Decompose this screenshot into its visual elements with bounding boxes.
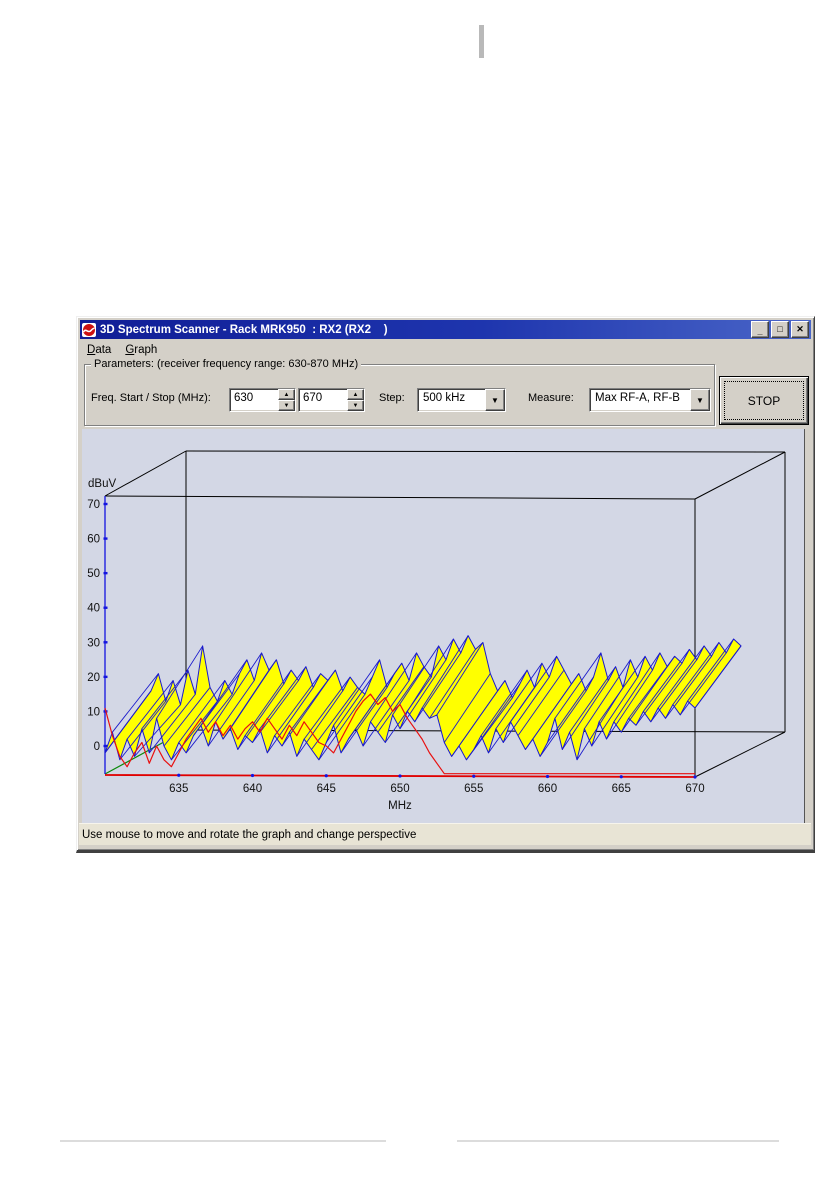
freq-start-input[interactable]: 630 <box>234 392 254 404</box>
svg-text:645: 645 <box>317 783 336 795</box>
svg-text:dBuV: dBuV <box>88 478 116 490</box>
measure-dropdown-arrow-icon[interactable]: ▼ <box>690 389 710 411</box>
live-scan-trace <box>104 693 695 775</box>
measure-value: Max RF-A, RF-B <box>595 392 680 404</box>
step-combobox[interactable]: 500 kHz ▼ <box>417 388 506 412</box>
y-axis: 0 10 20 30 40 50 60 70 dBuV <box>87 478 116 774</box>
svg-text:655: 655 <box>464 783 483 795</box>
app-icon <box>82 322 96 337</box>
parameters-group-label: Parameters: (receiver frequency range: 6… <box>91 358 362 370</box>
freq-stop-spin-up-icon[interactable]: ▲ <box>347 389 364 400</box>
svg-text:60: 60 <box>87 534 100 546</box>
spectrum-3d-chart[interactable]: 635 640 645 650 655 660 665 670 MHz 0 10 20 30 40 50 60… <box>82 429 805 823</box>
svg-text:70: 70 <box>87 499 100 511</box>
stop-button[interactable]: STOP <box>719 376 809 425</box>
svg-text:650: 650 <box>390 783 409 795</box>
svg-text:635: 635 <box>169 783 188 795</box>
status-bar: Use mouse to move and rotate the graph a… <box>79 823 811 845</box>
svg-text:670: 670 <box>685 783 704 795</box>
freq-start-spin-down-icon[interactable]: ▼ <box>278 400 295 411</box>
title-bar[interactable]: 3D Spectrum Scanner - Rack MRK950 : RX2 … <box>80 320 811 339</box>
svg-text:0: 0 <box>94 741 100 753</box>
window-title: 3D Spectrum Scanner - Rack MRK950 : RX2 … <box>100 323 388 336</box>
menu-graph[interactable]: Graph <box>125 344 158 356</box>
freq-start-spin-up-icon[interactable]: ▲ <box>278 389 295 400</box>
maximize-button[interactable]: □ <box>771 321 789 338</box>
freq-stop-spinner: ▲ ▼ <box>347 389 364 411</box>
close-button[interactable]: ✕ <box>791 321 809 338</box>
svg-text:40: 40 <box>87 603 100 615</box>
svg-text:MHz: MHz <box>388 800 412 812</box>
text-cursor-mark <box>479 25 484 58</box>
measure-combobox[interactable]: Max RF-A, RF-B ▼ <box>589 388 711 412</box>
svg-text:20: 20 <box>87 672 100 684</box>
step-dropdown-arrow-icon[interactable]: ▼ <box>485 389 505 411</box>
svg-text:10: 10 <box>87 706 100 718</box>
menu-data[interactable]: Data <box>87 344 112 356</box>
step-label: Step: <box>379 392 405 404</box>
minimize-button[interactable]: _ <box>751 321 769 338</box>
measure-label: Measure: <box>528 392 574 404</box>
freq-stop-spinbox: 670 ▲ ▼ <box>298 388 365 412</box>
freq-start-spinbox: 630 ▲ ▼ <box>229 388 296 412</box>
freq-stop-input[interactable]: 670 <box>303 392 323 404</box>
svg-text:30: 30 <box>87 637 100 649</box>
freq-stop-spin-down-icon[interactable]: ▼ <box>347 400 364 411</box>
step-value: 500 kHz <box>423 392 466 404</box>
svg-text:640: 640 <box>243 783 262 795</box>
spectrum-surface <box>104 635 742 761</box>
spectrum-scanner-window: 3D Spectrum Scanner - Rack MRK950 : RX2 … <box>76 316 815 853</box>
x-axis: 635 640 645 650 655 660 665 670 MHz <box>104 773 705 812</box>
spectrum-3d-chart-svg: 635 640 645 650 655 660 665 670 MHz 0 10 20 30 40 50 60… <box>87 450 786 812</box>
status-text: Use mouse to move and rotate the graph a… <box>82 828 417 841</box>
freq-start-spinner: ▲ ▼ <box>278 389 295 411</box>
svg-text:50: 50 <box>87 568 100 580</box>
svg-text:665: 665 <box>612 783 631 795</box>
menu-bar: Data Graph <box>80 340 811 360</box>
footer-rule-left <box>60 1140 386 1142</box>
footer-rule-right <box>457 1140 779 1142</box>
parameters-groupbox: Parameters: (receiver frequency range: 6… <box>84 358 715 426</box>
freq-start-stop-label: Freq. Start / Stop (MHz): <box>91 392 211 404</box>
svg-text:660: 660 <box>538 783 557 795</box>
